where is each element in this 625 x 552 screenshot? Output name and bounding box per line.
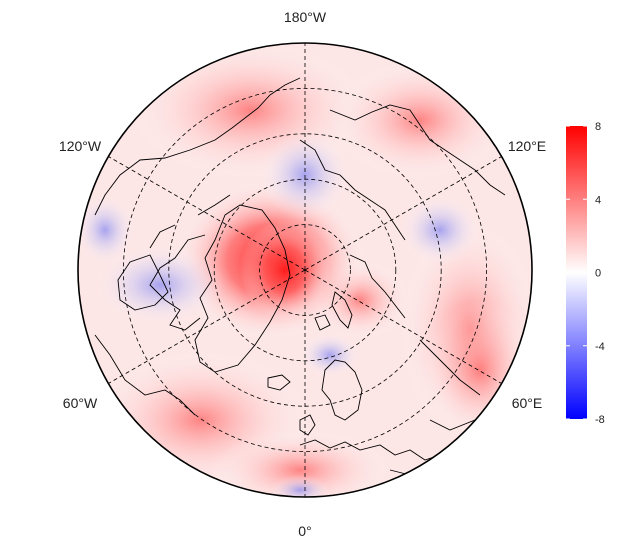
label-60w: 60°W	[63, 395, 98, 411]
meridian-60	[304, 269, 502, 384]
colorbar-tick-label: 4	[595, 194, 601, 206]
parallel-50	[122, 87, 488, 453]
graticule	[108, 43, 502, 497]
colorbar: 8 4 0 -4 -8	[566, 121, 605, 426]
svalbard-coast	[314, 314, 331, 331]
colorbar-tick-label: 8	[595, 121, 601, 133]
british-isles-coast	[299, 414, 316, 436]
meridian-240	[108, 156, 306, 271]
canadian-archipelago-coast	[149, 194, 231, 331]
meridian-300	[108, 269, 306, 384]
map-frame	[77, 42, 533, 498]
graticule-meridians	[108, 43, 502, 497]
anomaly-field	[78, 43, 532, 497]
colorbar-ticks: 8 4 0 -4 -8	[566, 121, 605, 426]
novaya-zemlya-coast	[331, 291, 353, 329]
meridian-120	[304, 156, 502, 271]
label-180w: 180°W	[284, 9, 327, 25]
greenland-coast	[194, 204, 291, 373]
scandinavia-coast	[321, 359, 363, 421]
label-120w: 120°W	[59, 138, 102, 154]
taymyr-coast	[349, 254, 406, 319]
colorbar-tick-label: -8	[595, 414, 605, 426]
iceland-coast	[267, 374, 291, 391]
europe-coast	[299, 439, 441, 461]
parallel-70	[213, 178, 397, 362]
colorbar-tick-label: -4	[595, 341, 605, 353]
label-60e: 60°E	[512, 395, 543, 411]
north-america-coast	[94, 117, 246, 416]
colorbar-tick-label: 0	[595, 268, 601, 280]
hudson-bay-coast	[117, 254, 169, 311]
colorbar-gradient	[566, 126, 587, 419]
label-0: 0°	[298, 523, 311, 539]
siberia-coast	[329, 104, 506, 196]
label-120e: 120°E	[508, 138, 546, 154]
alaska-coast	[244, 77, 301, 119]
